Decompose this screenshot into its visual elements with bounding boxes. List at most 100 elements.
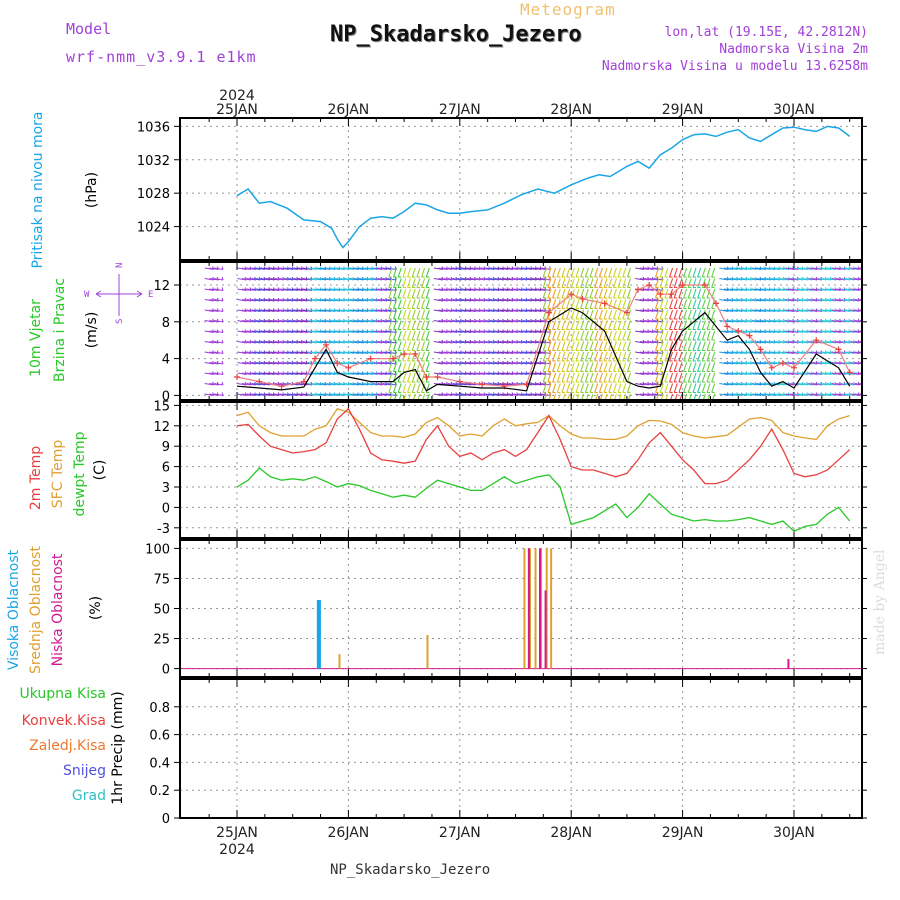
wind-barb [784,309,794,313]
wind-barb [639,298,649,302]
wind-barb [421,362,426,372]
wind-barb [604,393,608,400]
wind-barb [213,298,224,302]
wind-barb [397,320,402,330]
wind-barb [697,267,702,278]
wind-barb [189,267,190,270]
wind-barb [227,298,228,301]
wind-barb [480,298,490,302]
high-cloud-axis-label: Visoka Oblacnost [6,549,22,670]
wind-barb [265,340,275,344]
wind-barb [659,309,664,320]
wind-barb [761,340,771,344]
wind-barb [766,319,776,323]
wind-barb [770,361,780,365]
wind-barb [452,319,462,323]
wind-barb [868,298,869,301]
wind-barb [868,277,869,280]
wind-barb [457,393,467,397]
wind-barb [622,362,627,372]
wind-barb [513,277,523,281]
wind-barb [480,372,490,376]
wind-barb [701,309,706,320]
wind-barb [288,309,299,313]
wind-barb [421,330,426,341]
wind-barb [803,298,813,302]
wind-barb [485,288,495,292]
wind-barb [204,267,214,271]
wind-barb [756,351,766,355]
wind-barb [711,351,716,362]
wind-barb [402,309,407,320]
wind-barb [766,340,776,344]
wind-barb [655,278,660,288]
wind-barb [191,363,200,365]
wind-barb [316,298,327,302]
wind-barb [669,341,674,351]
wind-barb [822,288,832,292]
wind-barb [711,278,716,288]
wind-barb [803,382,813,386]
wind-barb [236,361,237,364]
wind-barb [316,267,327,271]
wind-barb [302,277,313,281]
wind-barb [186,279,195,281]
wind-barb [260,340,270,344]
wind-barb [274,382,284,386]
wind-barb [701,320,706,330]
wind-barb [326,277,336,281]
wind-barb [673,278,678,288]
wind-barb [570,288,575,299]
wind-barb [845,393,855,397]
wind-barb [191,268,200,270]
gust-marker [668,291,675,298]
wind-barb [608,278,613,288]
wind-barb [659,320,664,330]
wind-barb [649,372,659,376]
wind-barb [194,393,195,396]
wind-barb [752,309,762,313]
wind-barb [784,372,794,376]
wind-barb [508,277,518,281]
wind-barb [471,361,481,365]
wind-barb [547,372,552,383]
wind-barb [393,341,398,351]
wind-barb [817,319,827,323]
wind-barb [644,351,654,355]
wind-barb [761,319,771,323]
wind-barb [719,351,729,355]
wind-barb [302,309,313,313]
wind-barb [407,383,412,393]
wind-barb [186,331,195,333]
wind-barb [321,309,331,313]
wind-barb [227,361,228,364]
wind-barb [298,351,308,355]
wind-barb [382,267,392,271]
wind-barb [288,277,299,281]
wind-barb [425,341,430,351]
wind-barb [279,288,289,292]
wind-barb [594,383,599,393]
wind-barb [186,363,195,365]
wind-barb [461,277,472,281]
wind-barb [199,330,200,333]
wind-barb [737,277,748,281]
wind-barb [388,372,393,383]
wind-barb [494,298,504,302]
wind-barb [407,267,412,278]
wind-barb [817,351,827,355]
wind-barb [354,340,364,344]
wind-barb [552,351,557,362]
wind-barb [237,330,247,334]
wind-barb [622,278,627,288]
wind-barb [561,267,566,278]
wind-barb [761,330,771,334]
compass-arrows [95,274,143,316]
wind-barb [499,288,509,292]
wind-barb [584,320,589,330]
wind-barb [397,309,402,320]
wind-barb [321,298,331,302]
wind-barb [433,267,444,271]
wind-barb [612,267,617,278]
wind-barb [186,384,195,386]
